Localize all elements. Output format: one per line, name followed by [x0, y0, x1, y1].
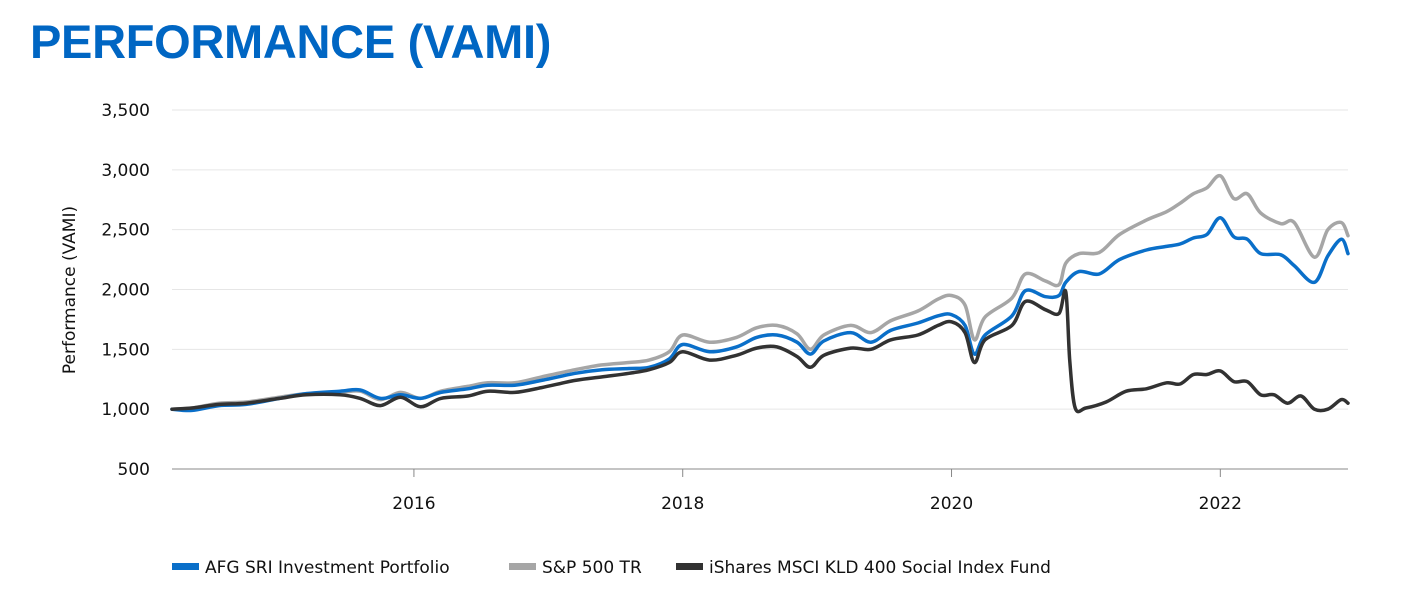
- page-title: PERFORMANCE (VAMI): [30, 15, 552, 68]
- series-line-ishares-kld400: [170, 288, 1350, 414]
- series-line-afg-sri: [170, 215, 1350, 413]
- legend-swatch-ishares-kld400: [676, 563, 703, 570]
- axes: 500 1,000 1,500 2,000 2,500 3,000 3,500 2016 201…: [101, 101, 1348, 514]
- series-line-sp500-tr: [170, 173, 1350, 411]
- x-tick-label: 2020: [930, 494, 973, 514]
- y-tick-label: 500: [118, 460, 150, 480]
- legend-label-ishares-kld400: iShares MSCI KLD 400 Social Index Fund: [709, 558, 1051, 578]
- y-tick-label: 1,500: [101, 340, 150, 360]
- series-lines: [170, 173, 1350, 414]
- x-tick-label: 2018: [661, 494, 704, 514]
- legend-label-afg-sri: AFG SRI Investment Portfolio: [205, 558, 450, 578]
- y-tick-label: 3,000: [101, 161, 150, 181]
- legend-swatch-sp500-tr: [509, 563, 536, 570]
- legend-label-sp500-tr: S&P 500 TR: [542, 558, 642, 578]
- y-tick-label: 2,500: [101, 221, 150, 241]
- x-tick-label: 2022: [1199, 494, 1242, 514]
- gridlines: [172, 109, 1348, 410]
- y-tick-label: 3,500: [101, 101, 150, 121]
- y-tick-label: 2,000: [101, 281, 150, 301]
- y-tick-label: 1,000: [101, 400, 150, 420]
- legend-swatch-afg-sri: [172, 563, 199, 570]
- x-tick-label: 2016: [392, 494, 435, 514]
- legend: AFG SRI Investment Portfolio S&P 500 TR iS…: [172, 558, 1051, 578]
- y-axis-title: Performance (VAMI): [60, 206, 80, 374]
